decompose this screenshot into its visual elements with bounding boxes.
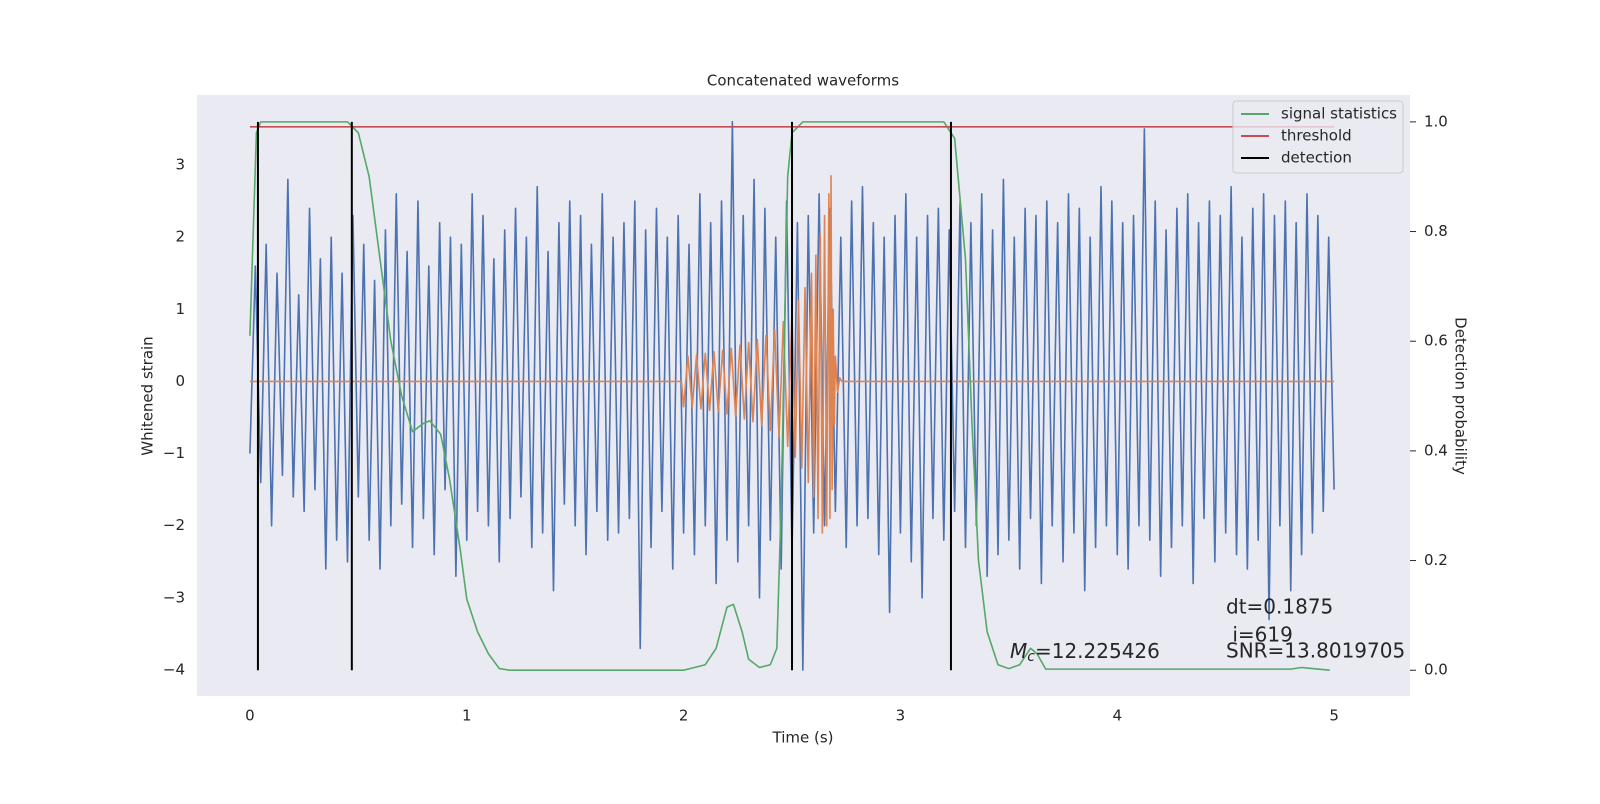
- series-line: [249, 121, 1330, 672]
- annotation: SNR=13.8019705: [1226, 639, 1405, 663]
- legend: signal statistics threshold detection: [1232, 100, 1404, 174]
- legend-label: detection: [1281, 149, 1352, 167]
- mc-subscript: c: [1027, 649, 1035, 665]
- annotation: dt=0.1875: [1226, 595, 1333, 619]
- marks: [249, 120, 1335, 672]
- y2-tick-label: 0.6: [1424, 332, 1448, 350]
- y2-axis-label: Detection probability: [1452, 317, 1470, 475]
- y2-tick-label: 0.0: [1424, 661, 1448, 679]
- y-axis-label: Whitened strain: [139, 336, 157, 455]
- mc-value: =12.225426: [1035, 639, 1160, 663]
- x-tick-label: 0: [245, 707, 255, 725]
- y-tick-label: −2: [163, 516, 185, 534]
- mc-symbol: M: [1010, 639, 1027, 663]
- y2-tick-label: 0.8: [1424, 222, 1448, 240]
- y-tick-label: −1: [163, 444, 185, 462]
- x-axis-label: Time (s): [772, 729, 834, 747]
- x-tick-label: 1: [462, 707, 472, 725]
- x-tick-label: 5: [1329, 707, 1339, 725]
- chart-title: Concatenated waveforms: [707, 72, 899, 90]
- x-tick-label: 4: [1112, 707, 1122, 725]
- y2-tick-label: 1.0: [1424, 112, 1448, 130]
- legend-label: threshold: [1281, 127, 1352, 145]
- y-tick-label: 3: [175, 155, 185, 173]
- annotation: Mc=12.225426: [1010, 639, 1160, 666]
- y2-tick-label: 0.2: [1424, 551, 1448, 569]
- legend-box: [1232, 100, 1404, 174]
- series-line: [249, 175, 1335, 534]
- y-tick-label: 1: [175, 300, 185, 318]
- y-tick-label: 2: [175, 228, 185, 246]
- y2-tick-label: 0.4: [1424, 441, 1448, 459]
- y-tick-label: −4: [163, 661, 185, 679]
- y-tick-label: −3: [163, 588, 185, 606]
- x-tick-label: 3: [896, 707, 906, 725]
- y-tick-label: 0: [175, 372, 185, 390]
- legend-label: signal statistics: [1281, 105, 1397, 123]
- labels: 0 1 2 3 4 5 −4 −3 −2 −1 0 1 2 3 0.0 0.2 0.4 0.6 0.8 1.0: [163, 112, 1448, 724]
- x-tick-label: 2: [679, 707, 689, 725]
- annotation: i=619: [1226, 623, 1293, 647]
